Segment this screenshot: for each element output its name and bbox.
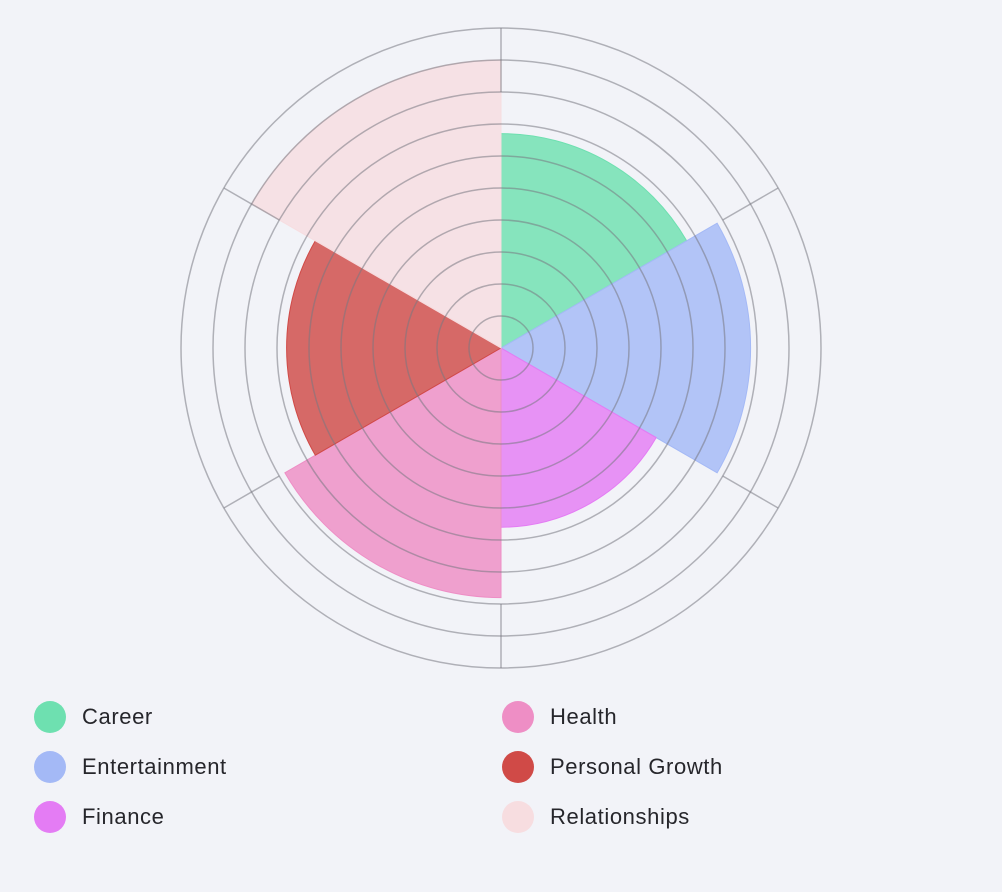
legend-item-health[interactable]: Health xyxy=(502,692,617,742)
legend-item-personal-growth[interactable]: Personal Growth xyxy=(502,742,723,792)
legend-item-relationships[interactable]: Relationships xyxy=(502,792,690,842)
legend-label-health: Health xyxy=(550,704,618,729)
legend-swatch-entertainment xyxy=(34,751,66,783)
grid-angle-line xyxy=(722,475,779,509)
slice-personal-growth[interactable] xyxy=(286,240,503,456)
grid-ring xyxy=(468,315,534,381)
slice-health[interactable] xyxy=(284,347,502,599)
legend-item-finance[interactable]: Finance xyxy=(34,792,164,842)
chart-grid xyxy=(180,27,822,669)
polar-area-chart xyxy=(180,27,822,669)
legend-swatch-finance xyxy=(34,801,66,833)
legend-label-personal-growth: Personal Growth xyxy=(550,754,723,779)
legend-swatch-health xyxy=(502,701,534,733)
legend-item-entertainment[interactable]: Entertainment xyxy=(34,742,227,792)
legend-label-career: Career xyxy=(82,704,153,729)
legend-swatch-career xyxy=(34,701,66,733)
legend-label-entertainment: Entertainment xyxy=(82,754,227,779)
legend-label-relationships: Relationships xyxy=(550,804,690,829)
grid-ring xyxy=(276,123,726,573)
grid-angle-line xyxy=(223,475,280,509)
slice-finance[interactable] xyxy=(500,347,657,528)
legend-item-career[interactable]: Career xyxy=(34,692,153,742)
slice-entertainment[interactable] xyxy=(499,222,752,474)
chart-legend: Career Entertainment Finance Health Pers… xyxy=(0,692,1002,852)
grid-ring xyxy=(340,187,662,509)
grid-angle-line xyxy=(722,187,779,221)
grid-ring xyxy=(436,283,566,413)
grid-ring xyxy=(404,251,598,445)
legend-swatch-personal-growth xyxy=(502,751,534,783)
grid-ring xyxy=(308,155,694,541)
grid-ring xyxy=(372,219,630,477)
slice-career[interactable] xyxy=(500,133,688,349)
chart-slices xyxy=(250,59,752,599)
legend-swatch-relationships xyxy=(502,801,534,833)
grid-angle-line xyxy=(223,187,280,221)
legend-label-finance: Finance xyxy=(82,804,165,829)
